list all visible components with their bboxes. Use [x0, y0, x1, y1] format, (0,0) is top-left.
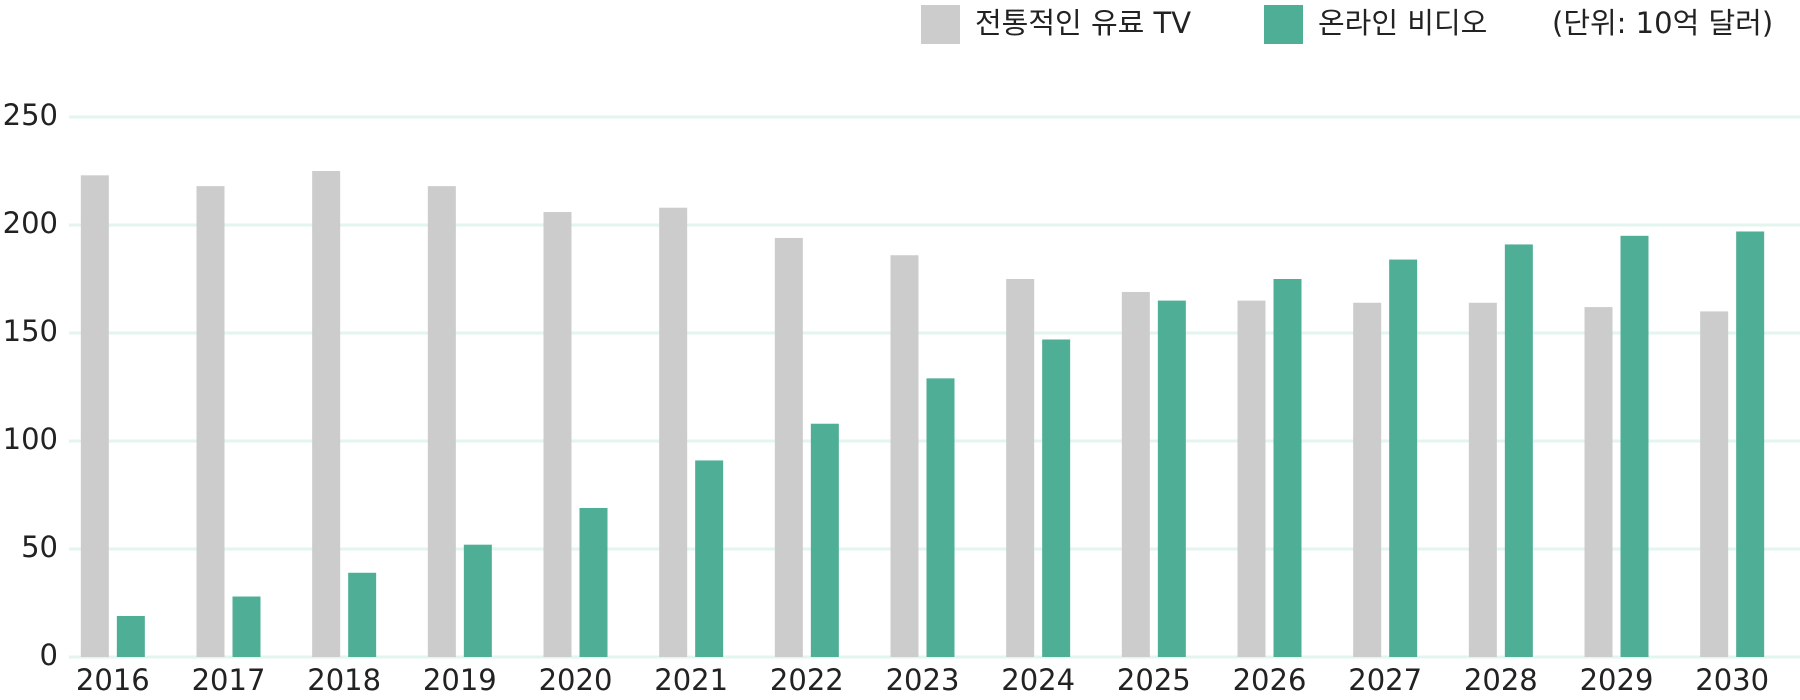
x-tick-label: 2020: [539, 663, 613, 697]
x-tick-label: 2027: [1348, 663, 1422, 697]
bar: [1042, 339, 1071, 657]
bar: [810, 423, 839, 657]
x-tick-label: 2017: [192, 663, 266, 697]
y-tick-label: 200: [3, 206, 58, 240]
legend-swatch: [921, 5, 960, 44]
bar: [695, 460, 724, 657]
bar: [1389, 259, 1418, 657]
bar: [427, 186, 456, 657]
legend-label: 온라인 비디오: [1318, 6, 1487, 40]
bar: [312, 171, 341, 657]
x-tick-label: 2016: [76, 663, 150, 697]
bar: [579, 507, 608, 657]
x-tick-label: 2024: [1001, 663, 1075, 697]
x-tick-label: 2025: [1117, 663, 1191, 697]
y-tick-label: 250: [3, 98, 58, 132]
bar: [1273, 279, 1302, 657]
bar: [1620, 235, 1649, 658]
bar: [1504, 244, 1533, 657]
x-tick-label: 2021: [654, 663, 728, 697]
legend-swatch: [1264, 5, 1303, 44]
x-tick-label: 2019: [423, 663, 497, 697]
bar: [659, 207, 688, 657]
bar: [1121, 291, 1150, 657]
bar: [890, 255, 919, 658]
bar: [463, 544, 492, 657]
x-tick-label: 2029: [1580, 663, 1654, 697]
legend-label: 전통적인 유료 TV: [975, 6, 1191, 40]
bar: [80, 175, 109, 657]
y-tick-label: 50: [21, 530, 58, 564]
x-tick-label: 2026: [1233, 663, 1307, 697]
y-tick-label: 150: [3, 314, 58, 348]
bar: [232, 596, 261, 657]
bar: [1584, 307, 1613, 657]
bar: [1700, 311, 1729, 657]
bar: [1237, 300, 1266, 657]
bar: [196, 186, 225, 657]
y-tick-label: 0: [40, 638, 58, 672]
bar: [1468, 302, 1497, 657]
bar: [1353, 302, 1382, 657]
bar: [774, 237, 803, 657]
bar: [926, 378, 955, 657]
x-tick-label: 2018: [307, 663, 381, 697]
x-tick-label: 2022: [770, 663, 844, 697]
bar: [1736, 231, 1765, 658]
y-tick-label: 100: [3, 422, 58, 456]
bar: [348, 572, 377, 657]
x-tick-label: 2030: [1695, 663, 1769, 697]
unit-note: (단위: 10억 달러): [1552, 6, 1773, 40]
x-tick-label: 2023: [886, 663, 960, 697]
bar: [1006, 279, 1035, 657]
bar: [1157, 300, 1186, 657]
x-tick-label: 2028: [1464, 663, 1538, 697]
bar: [543, 212, 572, 658]
bar: [116, 615, 145, 657]
